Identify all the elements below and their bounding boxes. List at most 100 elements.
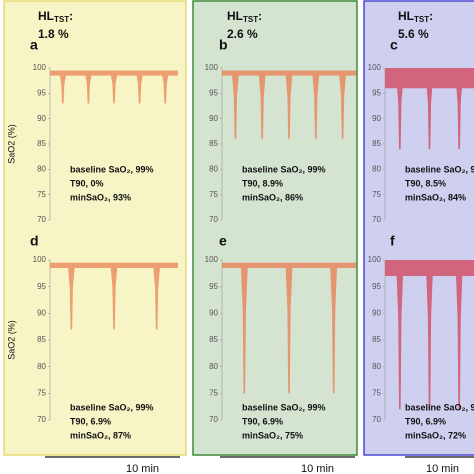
hl-label: HLTST: [398,9,433,24]
desaturation-spike [110,265,118,330]
panel-note: baseline SaO₂, 99% [242,402,326,412]
y-tick-label: 85 [372,335,381,344]
desaturation-spike [455,78,463,150]
hl-label: HLTST: [227,9,262,24]
y-tick-label: 70 [372,415,381,424]
panel-note: minSaO₂, 86% [242,192,303,202]
desaturation-spike [312,73,320,139]
desaturation-spike [67,265,75,330]
y-tick-label: 100 [368,255,382,264]
desaturation-spike [84,73,92,104]
hl-main: HL [227,9,243,23]
y-tick-label: 75 [372,388,381,397]
y-tick-label: 100 [33,63,47,72]
hl-main: HL [38,9,54,23]
panel-note: baseline SaO₂, 99% [70,164,154,174]
panel-note: T90, 0% [70,178,104,188]
baseline-band [222,262,356,268]
panel-note: T90, 8.5% [405,178,446,188]
y-axis-label: SaO2 (%) [6,320,16,360]
desaturation-spike [153,265,161,330]
y-tick-label: 75 [209,190,218,199]
hl-value: 5.6 % [398,27,429,41]
y-tick-label: 80 [209,362,218,371]
y-tick-label: 85 [209,335,218,344]
hl-label: HLTST: [38,9,73,24]
desaturation-spike [161,73,169,104]
panel-note: minSaO₂, 72% [405,430,466,440]
desaturation-spike [426,268,433,410]
desaturation-spike [110,73,118,104]
scale-label: 10 min [301,463,334,474]
y-tick-label: 85 [37,139,46,148]
baseline-band [50,262,178,268]
y-tick-label: 70 [372,215,381,224]
desaturation-spike [455,268,463,410]
y-tick-label: 80 [372,164,381,173]
y-tick-label: 75 [37,388,46,397]
desaturation-spike [59,73,67,104]
hl-sub: TST [243,15,258,24]
y-tick-label: 80 [372,362,381,371]
y-tick-label: 80 [209,164,218,173]
y-tick-label: 70 [37,415,46,424]
desaturation-spike [258,73,266,139]
panel-note: baseline SaO₂, 99% [405,164,474,174]
y-tick-label: 80 [37,362,46,371]
scale-label: 10 min [426,463,459,474]
y-tick-label: 100 [205,255,219,264]
desaturation-spike [231,73,239,139]
hl-value: 1.8 % [38,27,69,41]
desaturation-spike [330,265,338,394]
hl-colon: : [429,9,433,23]
desaturation-spike [285,265,293,394]
desaturation-spike [285,73,293,139]
panel-letter: a [30,37,38,53]
panel-note: minSaO₂, 87% [70,430,131,440]
y-tick-label: 85 [372,139,381,148]
y-tick-label: 90 [209,114,218,123]
y-tick-label: 70 [209,415,218,424]
hl-colon: : [69,9,73,23]
hl-sub: TST [414,15,429,24]
panel-note: minSaO₂, 93% [70,192,131,202]
panel-letter: d [30,233,39,249]
hl-sub: TST [54,15,69,24]
y-tick-label: 90 [372,308,381,317]
hl-value: 2.6 % [227,27,258,41]
column-bg [3,0,187,456]
panel-note: T90, 6.9% [405,416,446,426]
panel-letter: b [219,37,228,53]
panel-letter: c [390,37,398,53]
desaturation-spike [396,268,404,410]
scale-label: 10 min [126,463,159,474]
hl-colon: : [258,9,262,23]
panel-note: baseline SaO₂, 99% [70,402,154,412]
y-tick-label: 90 [372,114,381,123]
y-tick-label: 100 [368,63,382,72]
panel-note: baseline SaO₂, 99% [242,164,326,174]
y-tick-label: 70 [209,215,218,224]
panel-note: T90, 6.9% [242,416,283,426]
y-tick-label: 90 [37,114,46,123]
column-bg [192,0,358,456]
desaturation-spike [426,78,433,150]
y-tick-label: 100 [33,255,47,264]
desaturation-spike [396,78,404,150]
panel-letter: e [219,233,227,249]
y-tick-label: 90 [209,308,218,317]
y-tick-label: 95 [37,282,46,291]
y-tick-label: 75 [209,388,218,397]
y-axis-label: SaO2 (%) [6,124,16,164]
y-tick-label: 95 [209,88,218,97]
panel-note: minSaO₂, 84% [405,192,466,202]
y-tick-label: 85 [209,139,218,148]
y-tick-label: 80 [37,164,46,173]
panel-note: T90, 6.9% [70,416,111,426]
desaturation-spike [240,265,248,394]
panel-note: T90, 8.9% [242,178,283,188]
y-tick-label: 90 [37,308,46,317]
panel-letter: f [390,233,395,249]
panel-note: baseline SaO₂, 99% [405,402,474,412]
